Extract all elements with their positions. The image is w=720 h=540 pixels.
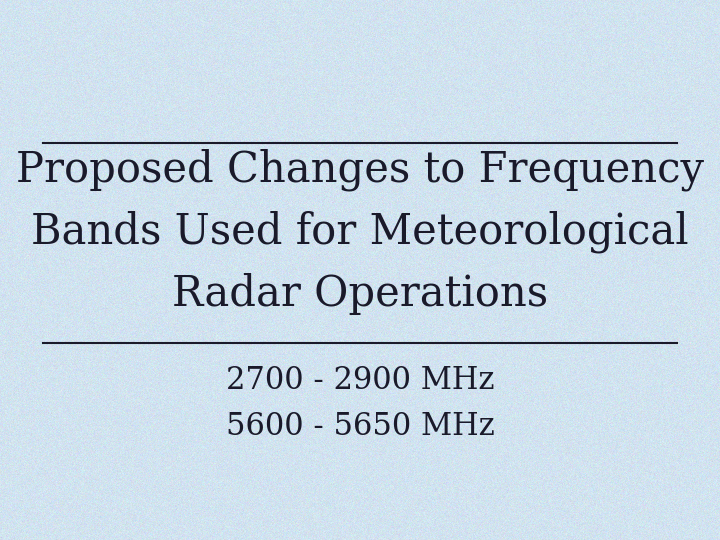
Text: 5600 - 5650 MHz: 5600 - 5650 MHz <box>225 411 495 442</box>
Text: Proposed Changes to Frequency: Proposed Changes to Frequency <box>16 149 704 191</box>
Text: Radar Operations: Radar Operations <box>172 273 548 315</box>
Text: Bands Used for Meteorological: Bands Used for Meteorological <box>31 211 689 253</box>
Text: 2700 - 2900 MHz: 2700 - 2900 MHz <box>226 365 494 396</box>
